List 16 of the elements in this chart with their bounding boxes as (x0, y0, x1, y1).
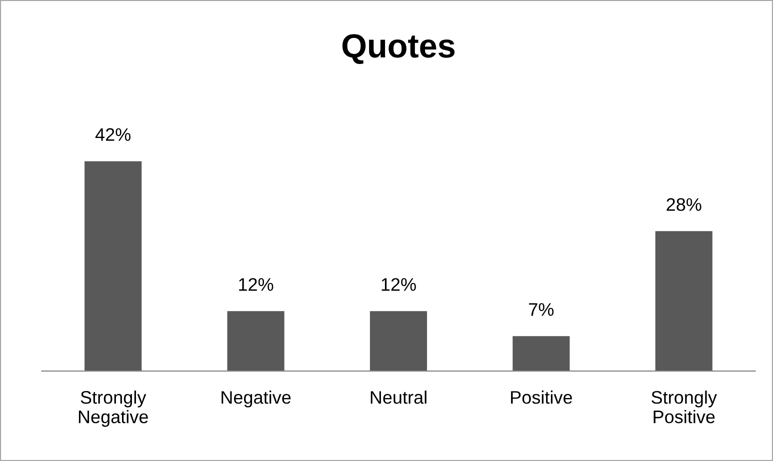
bar (512, 336, 570, 372)
data-label: 12% (239, 278, 274, 291)
chart-title: Quotes (342, 34, 455, 64)
bar (655, 231, 712, 372)
data-label: 7% (529, 303, 554, 316)
bar (370, 311, 428, 372)
x-tick-label: Negative (222, 390, 291, 408)
bar (84, 161, 142, 372)
data-label: 28% (666, 198, 702, 211)
data-label: 12% (382, 278, 416, 291)
x-tick-label: Strongly Positive (652, 390, 717, 424)
data-label: 42% (95, 128, 131, 141)
bar (227, 311, 284, 372)
x-tick-label: Strongly Negative (78, 390, 148, 427)
x-tick-label: Neutral (370, 390, 426, 404)
x-tick-label: Positive (511, 390, 572, 404)
